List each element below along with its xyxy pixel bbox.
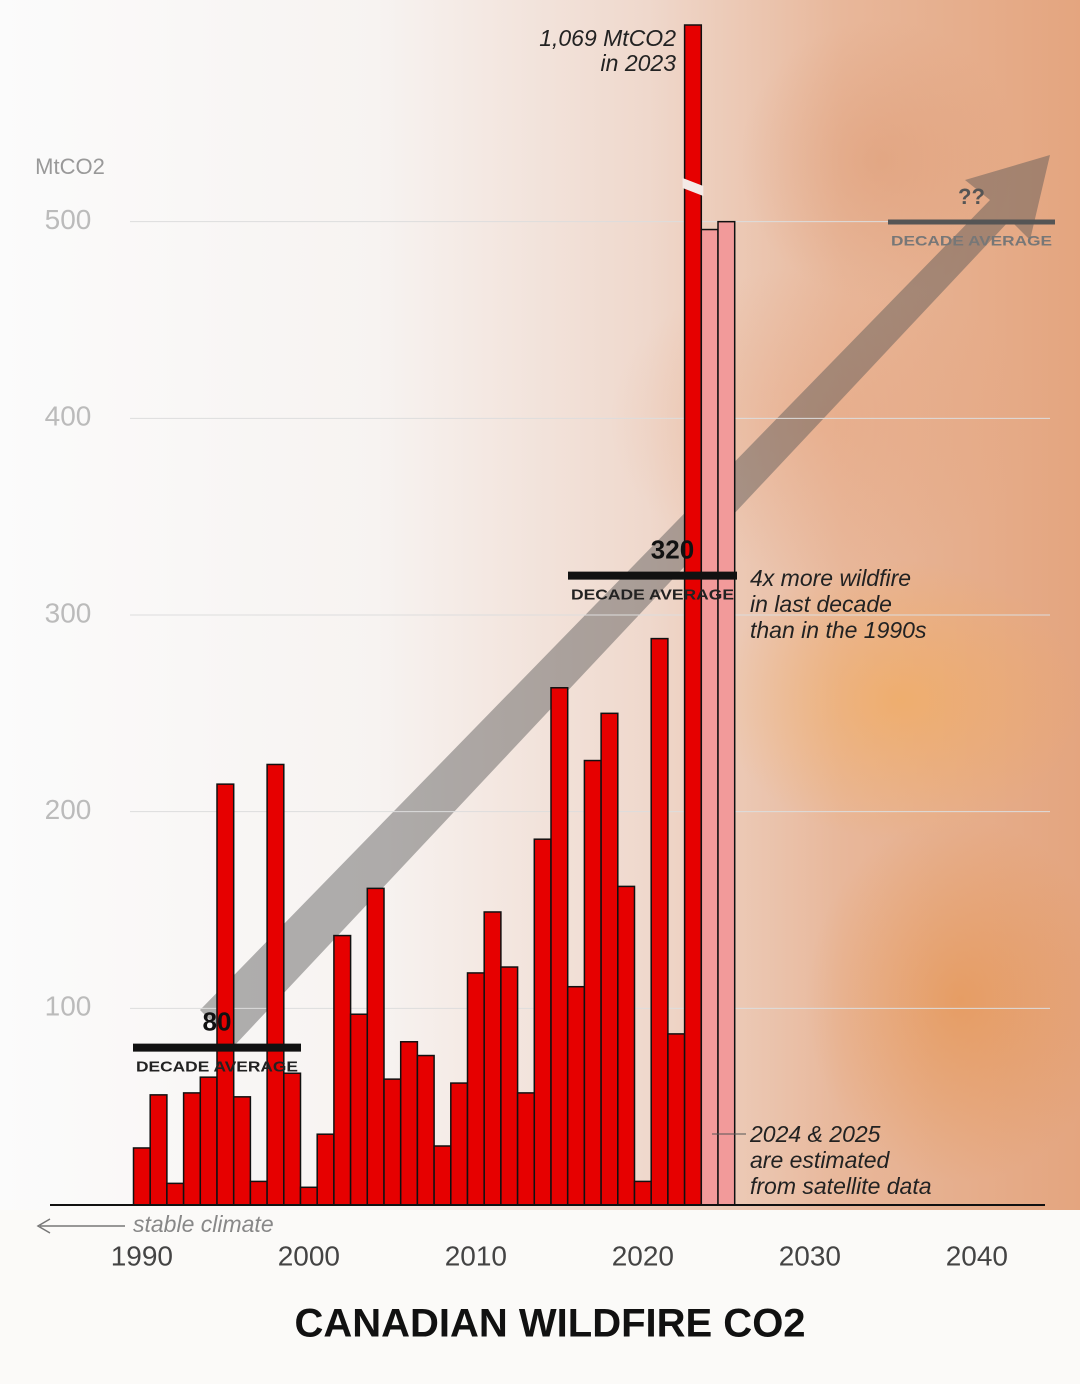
- x-tick-label: 2030: [779, 1240, 841, 1271]
- annotation: in last decade: [750, 591, 892, 617]
- bar: [333, 934, 352, 1206]
- bar: [132, 1147, 151, 1206]
- bar: [316, 1133, 335, 1206]
- decade-average-caption: DECADE AVERAGE: [571, 587, 734, 604]
- axis-break: [682, 178, 704, 196]
- y-tick-label: 100: [45, 991, 92, 1022]
- bar: [650, 637, 669, 1206]
- left-note: stable climate: [133, 1211, 274, 1237]
- annotation: than in the 1990s: [750, 617, 927, 643]
- y-tick-label: 400: [45, 401, 92, 432]
- decade-average-value: 80: [203, 1007, 232, 1037]
- bar: [166, 1182, 185, 1206]
- x-tick-label: 2010: [445, 1240, 507, 1271]
- bar: [433, 1145, 452, 1206]
- bar: [683, 24, 703, 1206]
- y-tick-label: 200: [45, 794, 92, 825]
- bar: [466, 972, 485, 1206]
- bar: [366, 887, 385, 1206]
- bar: [399, 1041, 419, 1206]
- bar: [483, 911, 502, 1206]
- bar: [500, 966, 519, 1206]
- left-arrow-head: [36, 1218, 51, 1234]
- annotation: from satellite data: [750, 1173, 932, 1199]
- x-tick-label: 2040: [946, 1240, 1008, 1271]
- annotation: 4x more wildfire: [750, 565, 911, 591]
- annotation: 2024 & 2025: [749, 1121, 881, 1147]
- bar: [182, 1092, 202, 1206]
- bar: [550, 687, 569, 1206]
- decade-average-caption: DECADE AVERAGE: [136, 1059, 298, 1076]
- bar: [283, 1072, 302, 1206]
- annotation: are estimated: [750, 1147, 891, 1173]
- peak-label: in 2023: [601, 50, 677, 76]
- x-tick-label: 1990: [111, 1240, 173, 1271]
- x-tick-label: 2000: [278, 1240, 340, 1271]
- decade-average-value: 320: [651, 535, 694, 565]
- bar: [299, 1186, 318, 1206]
- bar: [600, 712, 619, 1206]
- bar: [266, 763, 285, 1206]
- bar: [566, 985, 586, 1206]
- bar: [700, 228, 719, 1206]
- bar: [232, 1096, 252, 1206]
- bar: [216, 783, 235, 1206]
- bar: [633, 1180, 652, 1206]
- bar: [516, 1092, 536, 1206]
- bar: [533, 838, 552, 1206]
- bar: [583, 759, 602, 1206]
- bar: [450, 1082, 469, 1206]
- bar: [149, 1094, 168, 1206]
- trend-arrow: [200, 155, 1050, 1045]
- y-tick-label: 500: [45, 204, 92, 235]
- decade-average-caption: DECADE AVERAGE: [891, 233, 1052, 249]
- bar: [667, 1033, 686, 1206]
- bar: [349, 1013, 369, 1206]
- peak-label: 1,069 MtCO2: [539, 25, 676, 51]
- bar: [199, 1076, 218, 1206]
- bar: [383, 1078, 402, 1206]
- bar: [249, 1180, 268, 1206]
- decade-average-value: ??: [958, 184, 985, 209]
- y-axis-label: MtCO2: [35, 154, 105, 179]
- footer-area: [0, 1210, 1080, 1384]
- bar: [717, 220, 736, 1206]
- bar: [416, 1054, 435, 1206]
- x-tick-label: 2020: [612, 1240, 674, 1271]
- chart-title: CANADIAN WILDFIRE CO2: [294, 1302, 805, 1346]
- bar: [617, 885, 636, 1206]
- y-tick-label: 300: [45, 597, 92, 628]
